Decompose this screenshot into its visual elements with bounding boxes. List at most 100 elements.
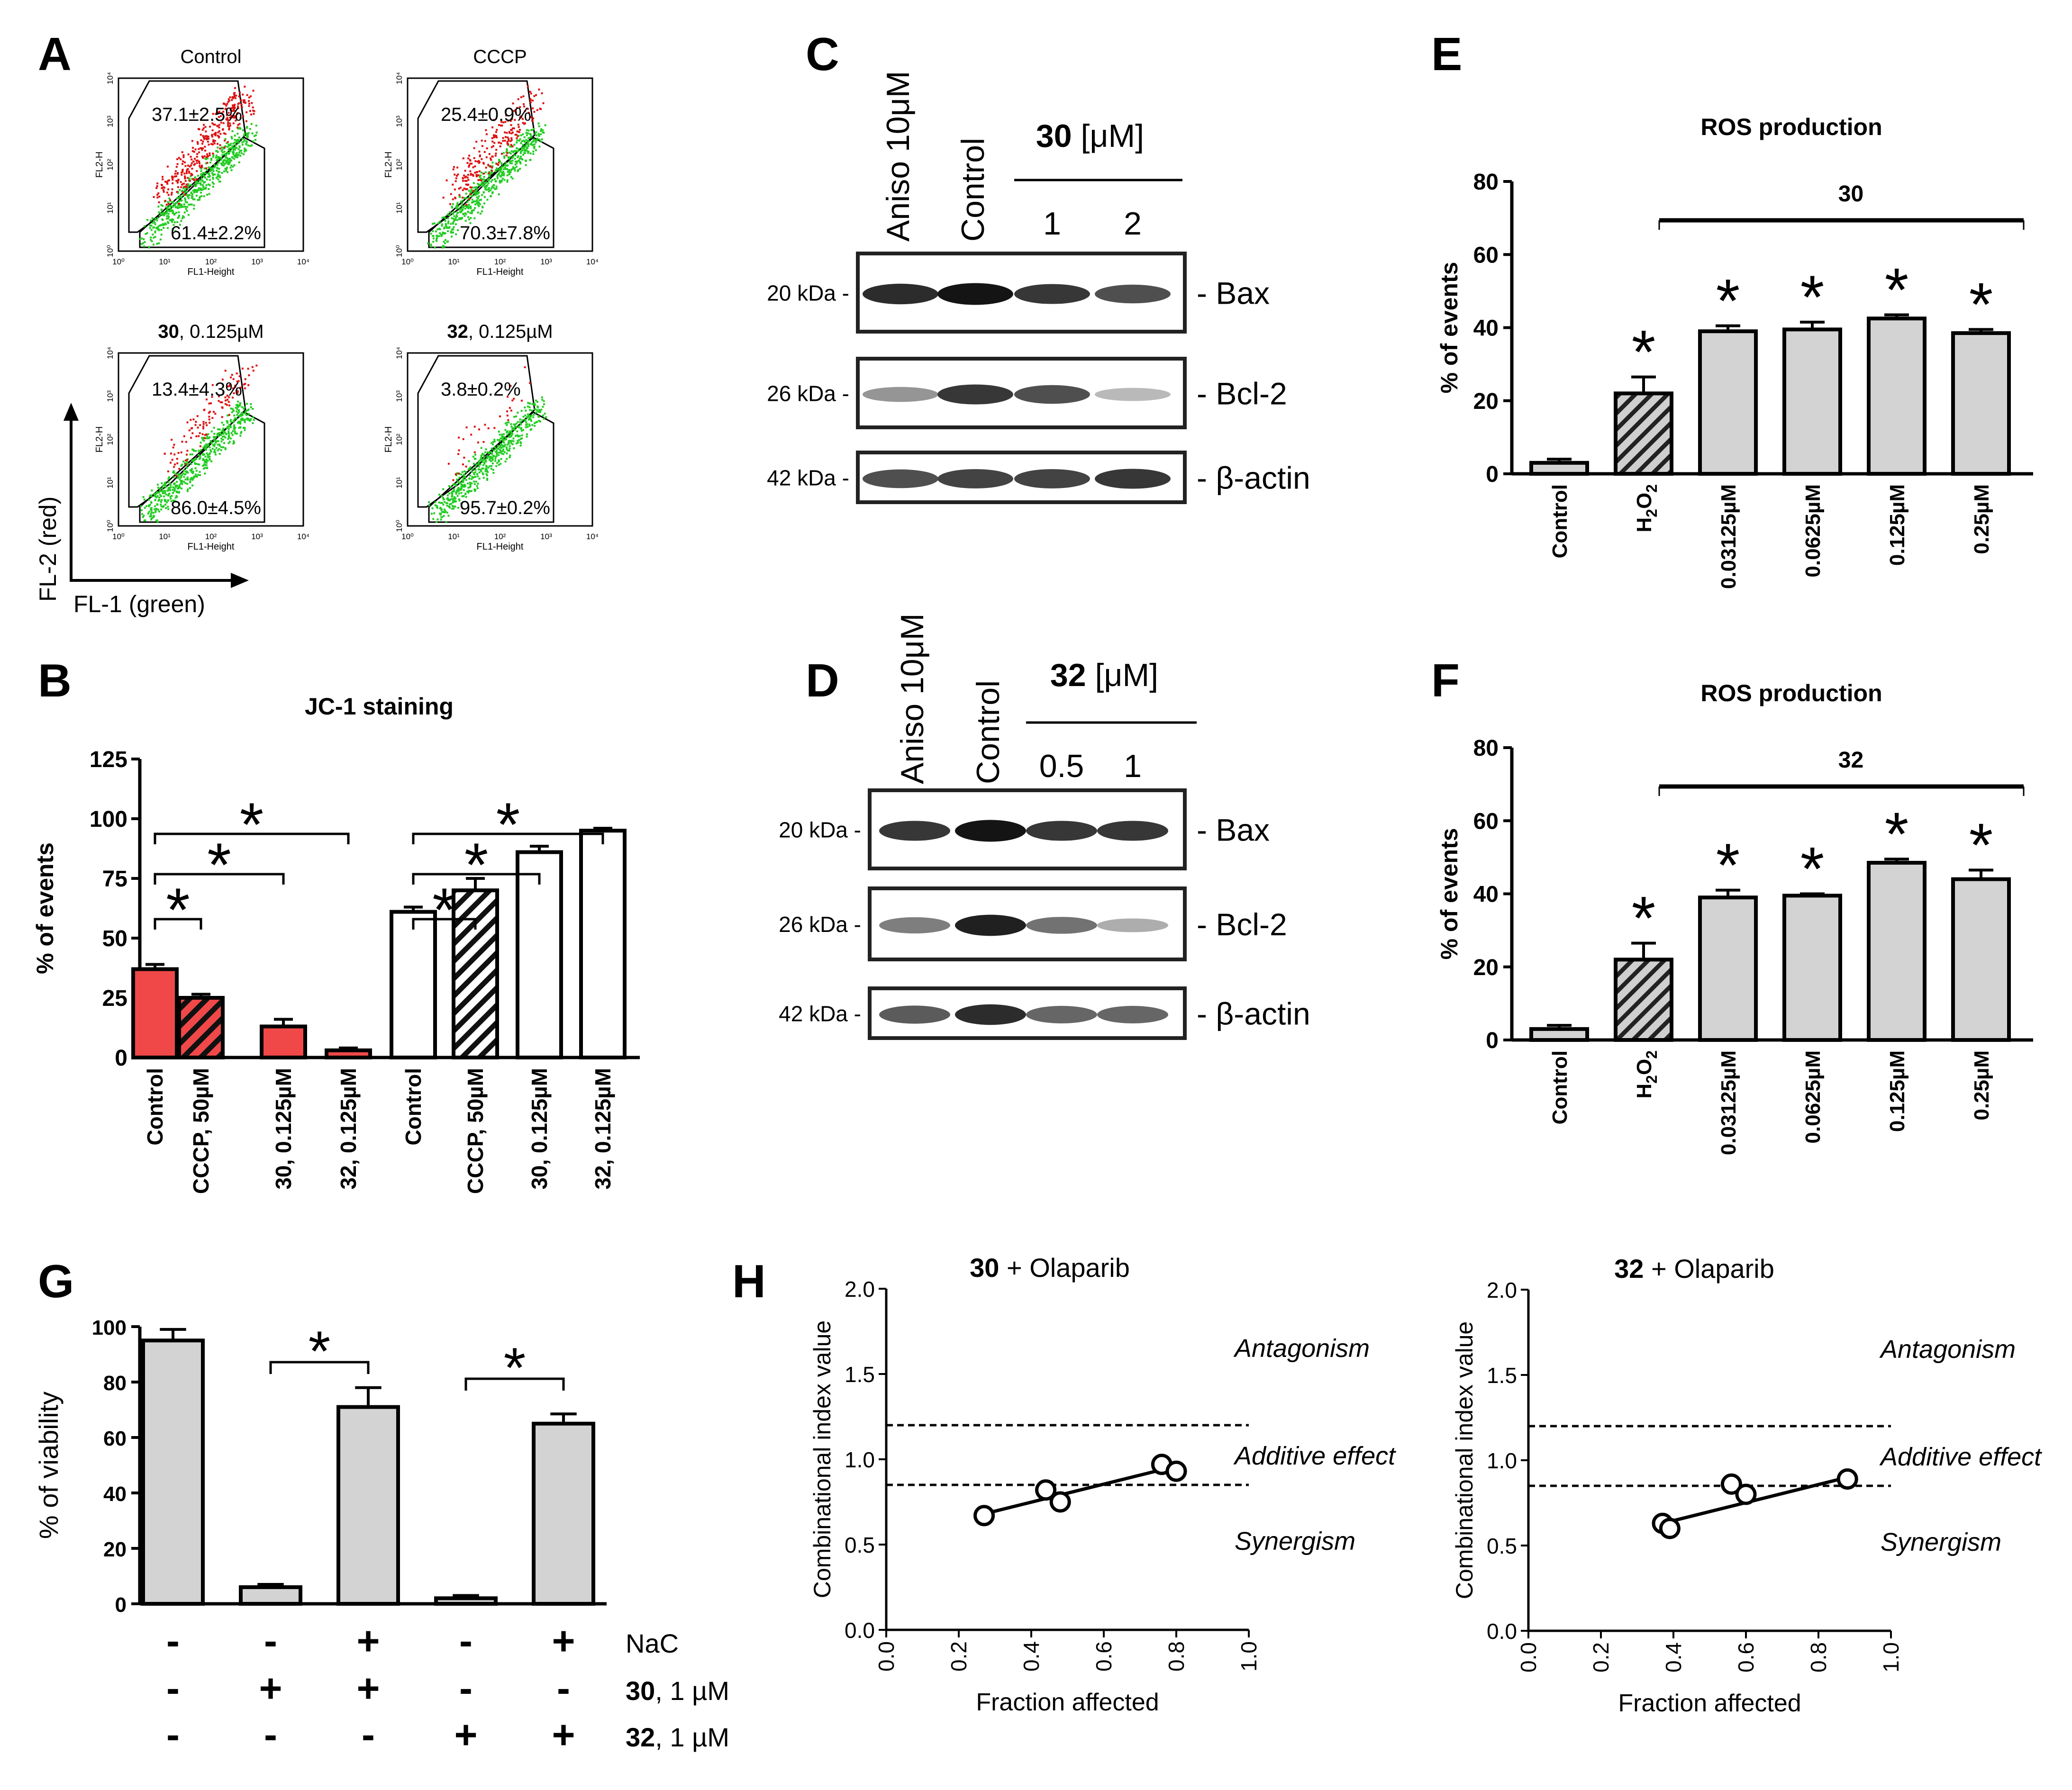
- panel-letter-g: G: [38, 1255, 74, 1307]
- red-event-dot: [493, 136, 495, 138]
- green-event-dot: [150, 225, 153, 227]
- dot-plot: CCCP25.4±0.9%70.3±7.8%10⁰10⁰10¹10¹10²10²…: [383, 46, 599, 277]
- y-decade-tick: 10⁴: [106, 347, 115, 359]
- green-event-dot: [472, 209, 474, 211]
- green-event-dot: [192, 477, 195, 479]
- green-event-dot: [457, 506, 459, 509]
- green-event-dot: [484, 188, 487, 190]
- green-event-dot: [241, 406, 243, 408]
- green-event-dot: [513, 429, 516, 431]
- green-event-dot: [527, 143, 529, 145]
- green-event-dot: [506, 179, 509, 181]
- green-event-dot: [202, 458, 204, 460]
- green-event-dot: [442, 498, 445, 501]
- green-event-dot: [496, 175, 499, 178]
- green-event-dot: [184, 199, 186, 201]
- green-event-dot: [212, 444, 214, 446]
- red-event-dot: [468, 164, 471, 167]
- red-event-dot: [516, 107, 518, 109]
- green-event-dot: [443, 233, 445, 235]
- red-event-dot: [514, 119, 516, 121]
- green-event-dot: [217, 428, 219, 430]
- red-event-dot: [158, 195, 161, 198]
- y-axis-label: Combinational index value: [1451, 1321, 1478, 1599]
- x-category-label: 0.125µM: [1886, 484, 1909, 566]
- red-event-dot: [520, 96, 522, 99]
- green-event-dot: [177, 217, 179, 219]
- green-event-dot: [236, 139, 238, 141]
- red-event-dot: [485, 156, 488, 158]
- red-event-dot: [207, 136, 209, 138]
- green-event-dot: [522, 139, 525, 142]
- red-event-dot: [202, 127, 205, 129]
- green-event-dot: [237, 400, 239, 403]
- green-event-dot: [465, 197, 467, 199]
- red-event-dot: [508, 138, 510, 140]
- green-event-dot: [511, 157, 513, 159]
- green-event-dot: [230, 164, 233, 167]
- green-event-dot: [493, 439, 496, 441]
- lower-gate-percent: 61.4±2.2%: [171, 223, 261, 244]
- red-event-dot: [231, 99, 233, 101]
- data-point: [1720, 1473, 1742, 1495]
- green-event-dot: [243, 426, 245, 429]
- green-event-dot: [445, 502, 448, 504]
- red-event-dot: [452, 168, 454, 171]
- green-event-dot: [225, 162, 227, 164]
- green-event-dot: [202, 459, 204, 461]
- red-event-dot: [176, 191, 178, 193]
- red-event-dot: [188, 171, 190, 173]
- green-event-dot: [519, 422, 522, 424]
- red-event-dot: [462, 157, 464, 160]
- green-event-dot: [229, 437, 232, 440]
- green-event-dot: [533, 414, 535, 416]
- green-event-dot: [191, 448, 194, 451]
- green-event-dot: [443, 226, 445, 229]
- red-event-dot: [176, 163, 179, 165]
- green-event-dot: [495, 169, 497, 171]
- green-event-dot: [186, 185, 188, 187]
- green-event-dot: [479, 176, 481, 178]
- green-event-dot: [244, 147, 245, 150]
- green-event-dot: [440, 235, 443, 237]
- green-event-dot: [525, 139, 527, 141]
- green-event-dot: [203, 195, 205, 198]
- green-event-dot: [510, 434, 512, 435]
- protein-band: [955, 1004, 1026, 1025]
- green-event-dot: [463, 470, 466, 472]
- red-event-dot: [228, 414, 230, 416]
- red-event-dot: [213, 142, 216, 145]
- bar: [336, 1405, 400, 1606]
- red-event-dot: [459, 187, 462, 189]
- green-event-dot: [475, 193, 478, 195]
- red-event-dot: [481, 145, 483, 147]
- green-event-dot: [520, 430, 523, 432]
- red-event-dot: [190, 437, 192, 439]
- green-event-dot: [448, 506, 450, 508]
- green-event-dot: [188, 184, 190, 187]
- bar: [1529, 461, 1589, 476]
- green-event-dot: [460, 208, 463, 210]
- green-event-dot: [502, 445, 505, 448]
- green-event-dot: [447, 515, 450, 517]
- green-event-dot: [202, 436, 205, 439]
- red-event-dot: [172, 176, 174, 179]
- red-event-dot: [206, 136, 209, 139]
- green-event-dot: [171, 201, 173, 203]
- green-event-dot: [156, 521, 159, 524]
- green-event-dot: [167, 213, 170, 215]
- red-event-dot: [469, 159, 471, 161]
- green-event-dot: [500, 452, 503, 455]
- red-event-dot: [182, 169, 184, 171]
- green-event-dot: [529, 403, 531, 405]
- red-event-dot: [166, 182, 169, 185]
- green-event-dot: [172, 486, 174, 488]
- significance-bracket: [412, 832, 604, 844]
- green-event-dot: [506, 422, 509, 424]
- lane-label: 2: [1124, 206, 1142, 242]
- green-event-dot: [453, 488, 455, 490]
- green-event-dot: [447, 220, 450, 223]
- y-tick-label: 60: [1473, 809, 1499, 834]
- red-event-dot: [219, 133, 222, 135]
- red-event-dot: [199, 166, 201, 169]
